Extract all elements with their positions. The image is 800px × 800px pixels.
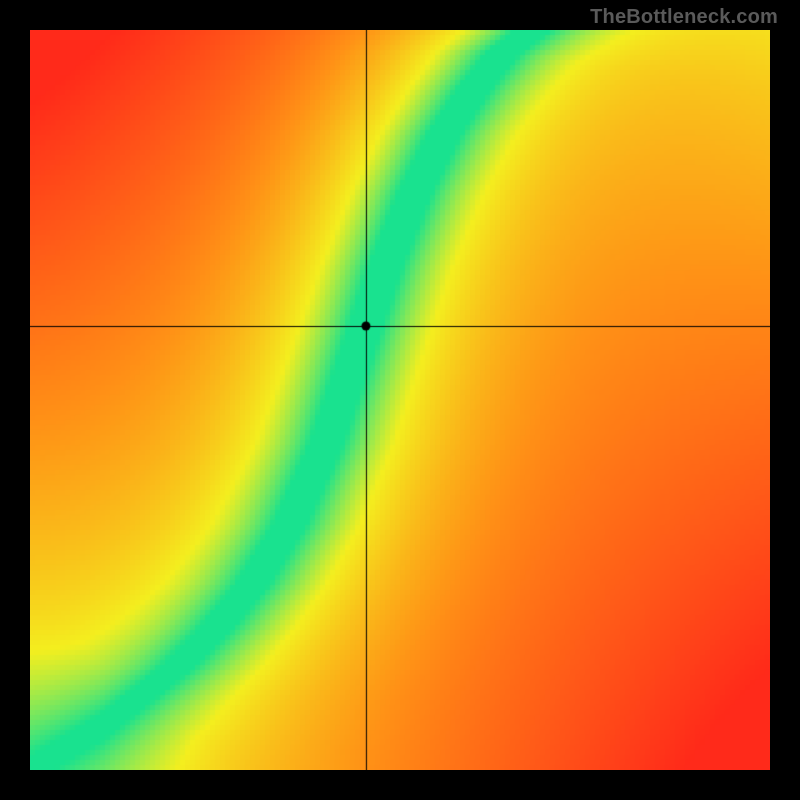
heatmap-plot (30, 30, 770, 770)
watermark-text: TheBottleneck.com (590, 6, 778, 29)
heatmap-canvas (30, 30, 770, 770)
